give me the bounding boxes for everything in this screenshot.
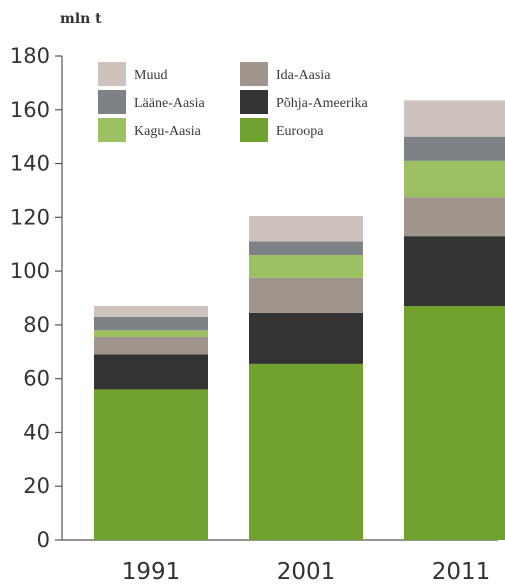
bar-segment-kagu-aasia-2001 bbox=[249, 254, 363, 278]
y-tick-label: 40 bbox=[23, 420, 50, 444]
x-axis-labels: 1991 2001 2011 bbox=[122, 559, 491, 584]
bars-group bbox=[94, 100, 505, 540]
y-axis-unit-label: mln t bbox=[60, 11, 102, 27]
y-axis-ticks: 0 20 40 60 80 100 120 140 160 180 bbox=[10, 44, 62, 552]
legend-swatch-kagu-aasia bbox=[98, 118, 126, 142]
legend-label: Põhja-Ameerika bbox=[276, 96, 369, 111]
y-tick-label: 120 bbox=[10, 205, 50, 229]
legend-swatch-ida-aasia bbox=[240, 62, 268, 86]
bar-segment-kagu-aasia-1991 bbox=[94, 330, 208, 337]
y-tick-label: 0 bbox=[37, 528, 50, 552]
bar-segment-muud-1991 bbox=[94, 306, 208, 317]
bar-segment-p-hja-ameerika-2011 bbox=[404, 236, 505, 307]
legend-swatch-muud bbox=[98, 62, 126, 86]
bar-segment-l-ne-aasia-1991 bbox=[94, 316, 208, 331]
bar-segment-l-ne-aasia-2001 bbox=[249, 241, 363, 255]
legend-label: Ida-Aasia bbox=[276, 68, 331, 83]
bar-segment-l-ne-aasia-2011 bbox=[404, 136, 505, 161]
bar-segment-p-hja-ameerika-1991 bbox=[94, 354, 208, 390]
legend-label: Muud bbox=[134, 68, 167, 83]
legend-label: Kagu-Aasia bbox=[134, 124, 202, 139]
bar-segment-ida-aasia-2011 bbox=[404, 197, 505, 237]
y-tick-label: 140 bbox=[10, 152, 50, 176]
x-category-label: 2001 bbox=[277, 559, 336, 584]
bar-segment-euroopa-2001 bbox=[249, 363, 363, 540]
y-tick-label: 60 bbox=[23, 367, 50, 391]
bar-segment-euroopa-1991 bbox=[94, 389, 208, 540]
y-tick-label: 160 bbox=[10, 98, 50, 122]
legend-swatch-p-hja-ameerika bbox=[240, 90, 268, 114]
x-category-label: 2011 bbox=[432, 559, 491, 584]
bar-segment-muud-2011 bbox=[404, 100, 505, 137]
bar-segment-ida-aasia-1991 bbox=[94, 336, 208, 355]
bar-segment-ida-aasia-2001 bbox=[249, 277, 363, 313]
bar-segment-p-hja-ameerika-2001 bbox=[249, 312, 363, 364]
y-tick-label: 20 bbox=[23, 474, 50, 498]
legend: Muud Ida-Aasia Lääne-Aasia Põhja-Ameerika Ka… bbox=[98, 62, 369, 142]
y-tick-label: 180 bbox=[10, 44, 50, 68]
bar-segment-muud-2001 bbox=[249, 215, 363, 242]
y-tick-label: 100 bbox=[10, 259, 50, 283]
legend-label: Lääne-Aasia bbox=[134, 96, 206, 111]
legend-swatch-euroopa bbox=[240, 118, 268, 142]
bar-segment-kagu-aasia-2011 bbox=[404, 160, 505, 198]
x-category-label: 1991 bbox=[122, 559, 181, 584]
bar-segment-euroopa-2011 bbox=[404, 306, 505, 540]
y-tick-label: 80 bbox=[23, 313, 50, 337]
legend-label: Euroopa bbox=[276, 124, 324, 139]
legend-swatch-l-ne-aasia bbox=[98, 90, 126, 114]
